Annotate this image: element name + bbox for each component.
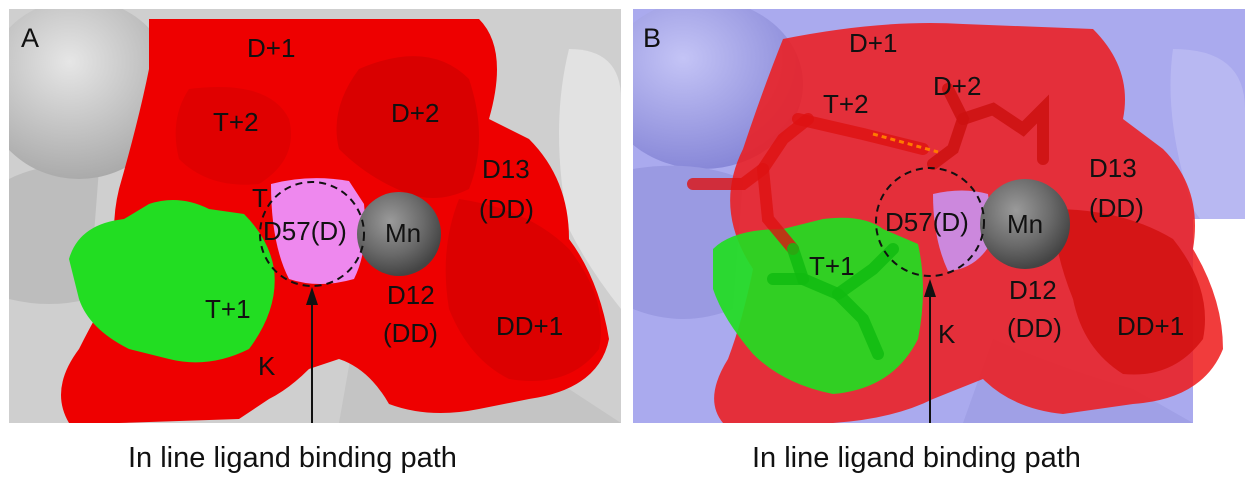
mn-atom xyxy=(357,192,441,276)
caption-b: In line ligand binding path xyxy=(752,442,1081,474)
grey-blob-left xyxy=(9,9,174,179)
label-d-plus-2: D+2 xyxy=(933,71,981,101)
label-t-plus-2: T+2 xyxy=(213,107,259,137)
panel-b-surface: B D+1 T+2 D+2 D13 (DD) D57(D) Mn T+1 D12… xyxy=(633,9,1245,423)
label-d12: D12 xyxy=(387,280,435,310)
grey-blob-right xyxy=(559,49,621,309)
d-plus-2-lobe xyxy=(336,56,479,199)
label-d13: D13 xyxy=(1089,153,1137,183)
label-d13-sub: (DD) xyxy=(479,194,534,224)
label-d12-sub: (DD) xyxy=(383,318,438,348)
pink-region xyxy=(933,190,993,271)
t-plus-2-lobe xyxy=(175,87,291,185)
label-mn: Mn xyxy=(1007,209,1043,239)
dashed-circle xyxy=(875,167,985,277)
label-d13-sub: (DD) xyxy=(1089,193,1144,223)
label-t-plus-2: T+2 xyxy=(823,89,869,119)
label-dd-plus-1: DD+1 xyxy=(1117,311,1184,341)
panel-letter: B xyxy=(643,23,661,53)
label-t-small: T xyxy=(252,183,268,213)
label-d13: D13 xyxy=(482,154,530,184)
stick-model-red xyxy=(687,83,1049,255)
blue-blob-right xyxy=(1170,49,1245,259)
label-d-plus-1: D+1 xyxy=(247,33,295,63)
arrow-head xyxy=(306,287,318,305)
mn-atom xyxy=(980,179,1070,269)
label-d-plus-1: D+1 xyxy=(849,28,897,58)
label-d12: D12 xyxy=(1009,275,1057,305)
panel-letter: A xyxy=(21,23,39,53)
label-k: K xyxy=(938,319,956,349)
green-region xyxy=(69,200,275,363)
label-d57: D57(D) xyxy=(885,207,969,237)
hydrogen-bond xyxy=(872,132,939,154)
stick-model-green xyxy=(767,243,899,360)
label-d57: D57(D) xyxy=(263,216,347,246)
label-k: K xyxy=(258,351,276,381)
arrow-head xyxy=(924,279,936,297)
label-dd-plus-1: DD+1 xyxy=(496,311,563,341)
label-d-plus-2: D+2 xyxy=(391,98,439,128)
dd-plus-1-lobe xyxy=(1053,209,1205,375)
dd-plus-1-lobe xyxy=(445,199,601,381)
label-d12-sub: (DD) xyxy=(1007,313,1062,343)
label-mn: Mn xyxy=(385,218,421,248)
panel-b: B D+1 T+2 D+2 D13 (DD) D57(D) Mn T+1 D12… xyxy=(633,9,1245,423)
dashed-circle xyxy=(259,181,365,287)
label-t-plus-1: T+1 xyxy=(205,294,251,324)
label-t-plus-1: T+1 xyxy=(809,251,855,281)
caption-a: In line ligand binding path xyxy=(128,442,457,474)
pink-region xyxy=(271,178,366,284)
panel-a-surface: A D+1 T+2 D+2 D13 (DD) T D57(D) Mn T+1 D… xyxy=(9,9,621,423)
panel-a: A D+1 T+2 D+2 D13 (DD) T D57(D) Mn T+1 D… xyxy=(9,9,621,423)
